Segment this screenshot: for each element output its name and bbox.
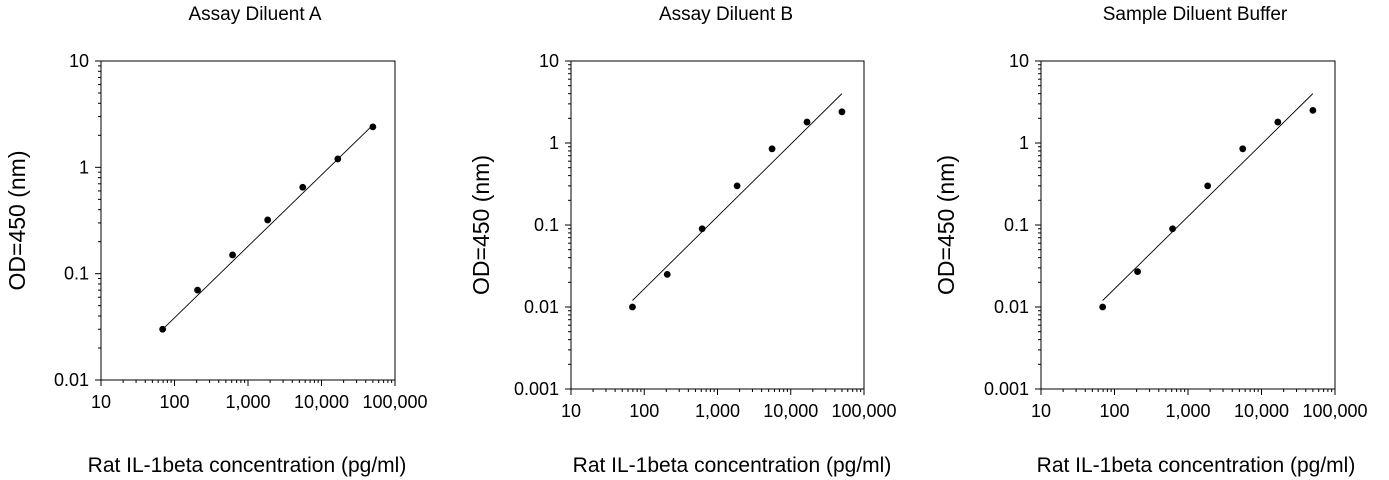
data-point bbox=[803, 118, 811, 126]
y-tick-label: 0.1 bbox=[1004, 215, 1029, 235]
y-tick-label: 1 bbox=[1019, 133, 1029, 153]
y-tick-label: 10 bbox=[1009, 51, 1029, 71]
chart-title: Sample Diluent Buffer bbox=[1103, 4, 1288, 25]
data-point bbox=[733, 182, 741, 190]
x-tick-label: 1,000 bbox=[225, 392, 270, 412]
x-tick-label: 1,000 bbox=[1165, 401, 1210, 421]
y-tick-label: 0.01 bbox=[994, 297, 1029, 317]
x-tick-label: 10,000 bbox=[1234, 401, 1289, 421]
x-axis-label: Rat IL-1beta concentration (pg/ml) bbox=[88, 454, 407, 477]
plot-frame bbox=[570, 60, 865, 390]
y-axis-label: OD=450 (nm) bbox=[4, 151, 30, 291]
data-point bbox=[1169, 225, 1176, 233]
y-tick-label: 0.01 bbox=[524, 297, 559, 317]
data-point bbox=[194, 286, 201, 294]
data-point bbox=[629, 303, 636, 311]
y-axis-label: OD=450 (nm) bbox=[468, 155, 494, 295]
x-tick-label: 10,000 bbox=[294, 392, 349, 412]
data-point bbox=[1239, 145, 1247, 153]
data-point bbox=[1134, 268, 1141, 276]
chart-panel-1: Assay Diluent A 10 100 1,000 10,000 100,000 0.… bbox=[4, 4, 428, 477]
data-point bbox=[1274, 118, 1282, 126]
data-point bbox=[264, 216, 272, 224]
y-tick-label: 0.001 bbox=[984, 379, 1029, 399]
x-tick-label: 10 bbox=[91, 392, 111, 412]
y-tick-label: 0.1 bbox=[64, 264, 89, 284]
x-tick-label: 100,000 bbox=[831, 401, 896, 421]
chart-panel-2: Assay Diluent B 10 100 1,000 10,000 100,000 0.… bbox=[468, 4, 897, 477]
data-point bbox=[1204, 182, 1212, 190]
x-tick-label: 100 bbox=[159, 392, 189, 412]
y-tick-label: 1 bbox=[79, 157, 89, 177]
y-tick-label: 0.01 bbox=[54, 370, 89, 390]
data-point bbox=[299, 183, 307, 191]
data-point bbox=[229, 251, 236, 259]
data-point bbox=[663, 270, 671, 278]
data-point bbox=[838, 108, 846, 116]
y-axis-label: OD=450 (nm) bbox=[933, 155, 959, 295]
x-axis-label: Rat IL-1beta concentration (pg/ml) bbox=[573, 454, 892, 477]
x-axis-label: Rat IL-1beta concentration (pg/ml) bbox=[1037, 454, 1356, 477]
plot-frame bbox=[100, 60, 396, 381]
x-tick-label: 10,000 bbox=[763, 401, 818, 421]
data-point bbox=[1099, 303, 1107, 311]
fit-line bbox=[162, 124, 374, 330]
chart-title: Assay Diluent B bbox=[659, 4, 793, 25]
y-tick-label: 0.001 bbox=[514, 379, 559, 399]
data-point bbox=[1309, 106, 1317, 114]
x-tick-label: 100 bbox=[629, 401, 659, 421]
y-tick-label: 10 bbox=[539, 51, 559, 71]
x-tick-label: 100,000 bbox=[362, 392, 427, 412]
plot-frame bbox=[1040, 60, 1336, 390]
fit-line bbox=[632, 93, 843, 301]
fit-line bbox=[1102, 93, 1314, 301]
x-tick-label: 10 bbox=[561, 401, 581, 421]
y-tick-label: 1 bbox=[549, 133, 559, 153]
data-point bbox=[698, 225, 706, 233]
y-tick-label: 0.1 bbox=[534, 215, 559, 235]
data-point bbox=[369, 123, 377, 131]
data-point bbox=[159, 325, 167, 333]
x-tick-label: 1,000 bbox=[695, 401, 740, 421]
y-tick-label: 10 bbox=[69, 51, 89, 71]
x-tick-label: 100 bbox=[1099, 401, 1129, 421]
data-point bbox=[334, 155, 342, 163]
x-tick-label: 10 bbox=[1031, 401, 1051, 421]
x-tick-label: 100,000 bbox=[1302, 401, 1367, 421]
chart-title: Assay Diluent A bbox=[188, 4, 321, 25]
data-point bbox=[768, 145, 776, 153]
